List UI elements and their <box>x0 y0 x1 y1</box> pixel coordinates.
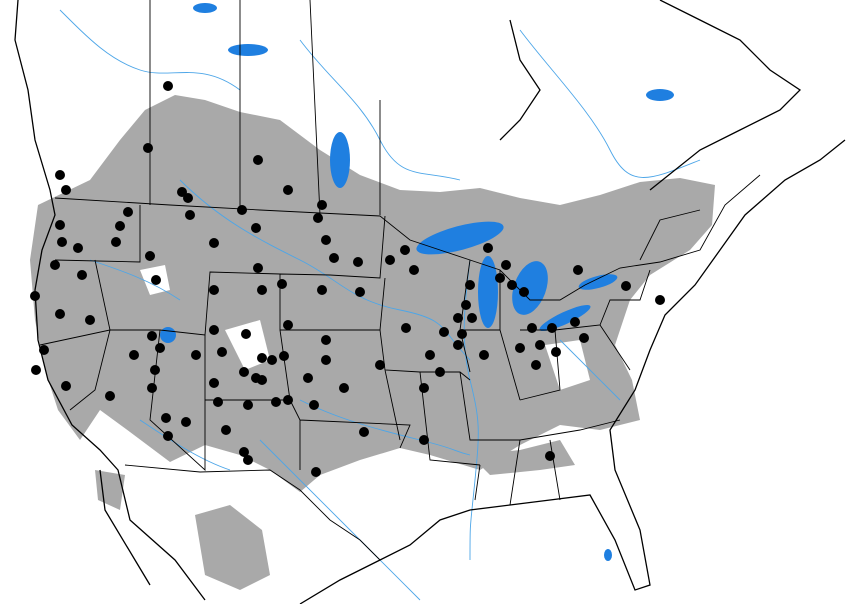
range-main <box>30 95 715 492</box>
sites <box>30 81 665 477</box>
range-south <box>470 440 575 475</box>
range-mexico <box>195 505 270 590</box>
coastline <box>14 0 846 604</box>
range-baja <box>95 470 125 510</box>
